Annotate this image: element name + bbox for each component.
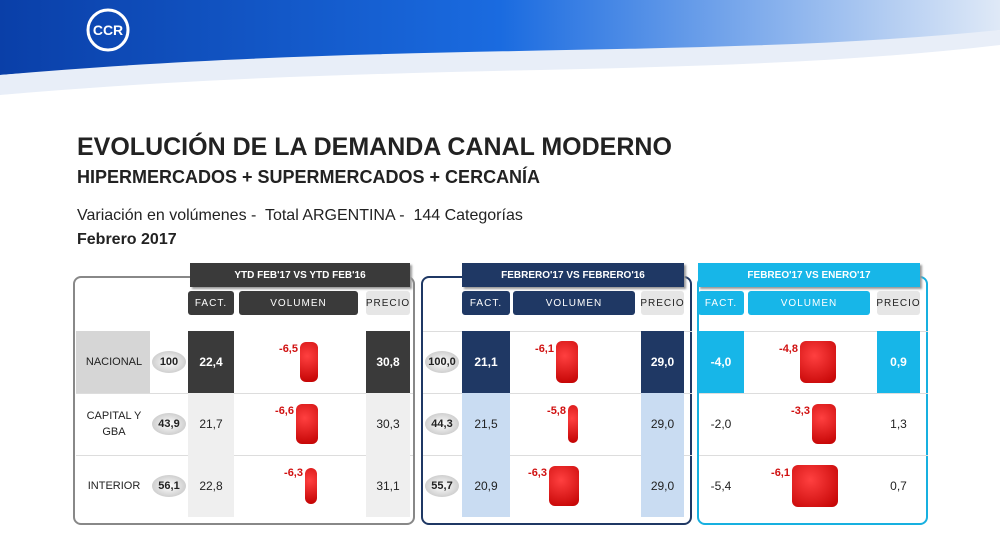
row-divider [76,393,413,394]
weight: 55,7 [425,475,459,497]
column-header: VOLUMEN [513,291,635,315]
volume-bar [305,468,317,504]
value-fact: -5,4 [710,479,732,493]
row-divider [699,455,928,456]
value-price: 1,3 [890,417,907,431]
value-fact: -4,0 [698,331,744,393]
banner [0,0,1000,95]
value-volume: -6,6 [275,405,294,417]
volume-bar [300,342,318,382]
row-divider [423,455,692,456]
row-divider [699,331,928,332]
value-volume: -4,8 [779,343,798,355]
title: EVOLUCIÓN DE LA DEMANDA CANAL MODERNO [77,133,672,161]
value-price: 29,0 [641,331,684,393]
volume-bar [549,466,579,506]
weight: 56,1 [152,475,186,497]
value-price: 0,7 [890,479,907,493]
value-volume: -6,1 [771,467,790,479]
volume-bar [812,404,836,444]
value-fact: -2,0 [710,417,732,431]
column-header: FACT. [188,291,234,315]
value-fact: 21,1 [462,331,510,393]
value-price: 29,0 [641,455,684,517]
period: Febrero 2017 [77,231,177,248]
value-fact: 22,8 [188,455,234,517]
row-divider [423,331,692,332]
weight: 43,9 [152,413,186,435]
description: Variación en volúmenes - Total ARGENTINA… [77,207,523,224]
row-divider [699,393,928,394]
column-header: VOLUMEN [239,291,358,315]
panel-header: YTD FEB'17 VS YTD FEB'16 [190,263,410,287]
volume-bar [792,465,838,507]
value-price: 30,3 [366,393,410,455]
value-price: 0,9 [877,331,920,393]
column-header: PRECIO [640,291,684,315]
value-price: 31,1 [366,455,410,517]
value-volume: -6,1 [535,343,554,355]
volume-bar [800,341,836,383]
panel-header: FEBREO'17 VS ENERO'17 [698,263,920,287]
value-price: 29,0 [641,393,684,455]
value-fact: 21,7 [188,393,234,455]
value-price: 30,8 [366,331,410,393]
value-volume: -6,3 [284,467,303,479]
row-divider [423,393,692,394]
row-label-bg [76,331,150,393]
volume-bar [296,404,318,444]
column-header: PRECIO [876,291,920,315]
volume-bar [568,405,578,443]
value-volume: -5,8 [547,405,566,417]
logo: CCR [92,22,124,38]
row-label: NACIONAL [85,356,143,368]
column-header: PRECIO [366,291,410,315]
subtitle: HIPERMERCADOS + SUPERMERCADOS + CERCANÍA [77,167,541,187]
row-label: CAPITAL Y GBA [86,410,142,438]
value-volume: -6,5 [279,343,298,355]
column-header: VOLUMEN [748,291,870,315]
weight: 100 [152,351,186,373]
row-label: INTERIOR [87,480,141,492]
value-fact: 21,5 [462,393,510,455]
value-volume: -6,3 [528,467,547,479]
weight: 100,0 [425,351,459,373]
weight: 44,3 [425,413,459,435]
column-header: FACT. [462,291,510,315]
row-divider [76,455,413,456]
value-volume: -3,3 [791,405,810,417]
volume-bar [556,341,578,383]
value-fact: 22,4 [188,331,234,393]
panel-header: FEBRERO'17 VS FEBRERO'16 [462,263,684,287]
column-header: FACT. [698,291,744,315]
value-fact: 20,9 [462,455,510,517]
